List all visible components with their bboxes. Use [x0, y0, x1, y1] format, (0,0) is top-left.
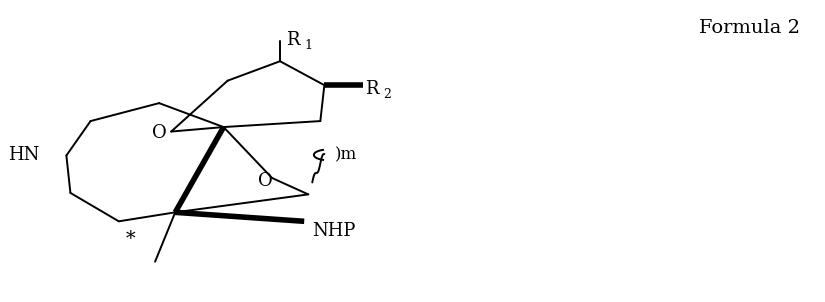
Text: R: R	[365, 80, 378, 98]
Text: Formula 2: Formula 2	[700, 19, 800, 37]
Text: )m: )m	[335, 146, 357, 163]
Text: 2: 2	[384, 88, 391, 101]
Text: 1: 1	[304, 39, 312, 52]
Text: *: *	[126, 230, 135, 248]
Text: O: O	[258, 172, 273, 190]
Text: O: O	[152, 124, 167, 142]
Text: R: R	[285, 31, 299, 49]
Text: HN: HN	[8, 146, 40, 164]
Text: NHP: NHP	[313, 222, 356, 240]
